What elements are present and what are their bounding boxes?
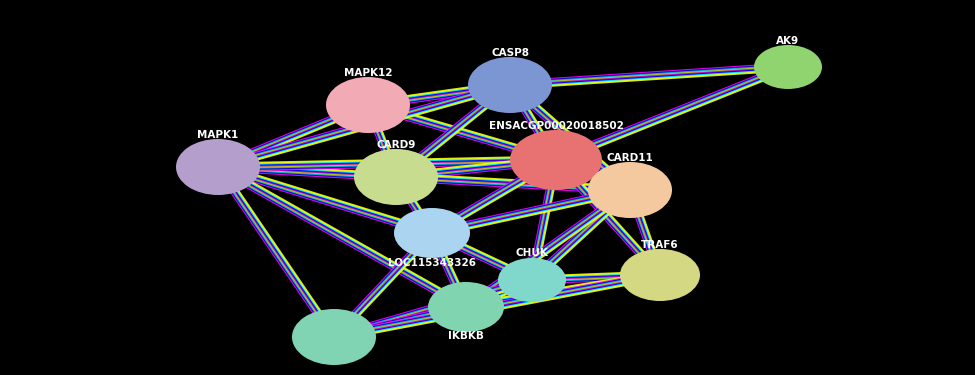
Text: CASP8: CASP8 — [491, 48, 529, 58]
Ellipse shape — [510, 130, 602, 190]
Text: MAPK1: MAPK1 — [197, 130, 239, 140]
Text: CARD11: CARD11 — [606, 153, 653, 163]
Text: CHUK: CHUK — [516, 248, 548, 258]
Ellipse shape — [428, 282, 504, 332]
Text: CARD9: CARD9 — [376, 140, 415, 150]
Ellipse shape — [754, 45, 822, 89]
Ellipse shape — [468, 57, 552, 113]
Ellipse shape — [292, 309, 376, 365]
Ellipse shape — [176, 139, 260, 195]
Text: IKBKB: IKBKB — [448, 331, 484, 341]
Ellipse shape — [620, 249, 700, 301]
Text: ENSACGP00020018502: ENSACGP00020018502 — [488, 121, 623, 131]
Ellipse shape — [326, 77, 410, 133]
Text: MAPK12: MAPK12 — [344, 68, 392, 78]
Text: LOC115343326: LOC115343326 — [388, 258, 476, 268]
Text: AK9: AK9 — [776, 36, 799, 46]
Ellipse shape — [394, 208, 470, 258]
Text: TRAF6: TRAF6 — [642, 240, 679, 250]
Ellipse shape — [354, 149, 438, 205]
Ellipse shape — [588, 162, 672, 218]
Ellipse shape — [498, 258, 566, 302]
